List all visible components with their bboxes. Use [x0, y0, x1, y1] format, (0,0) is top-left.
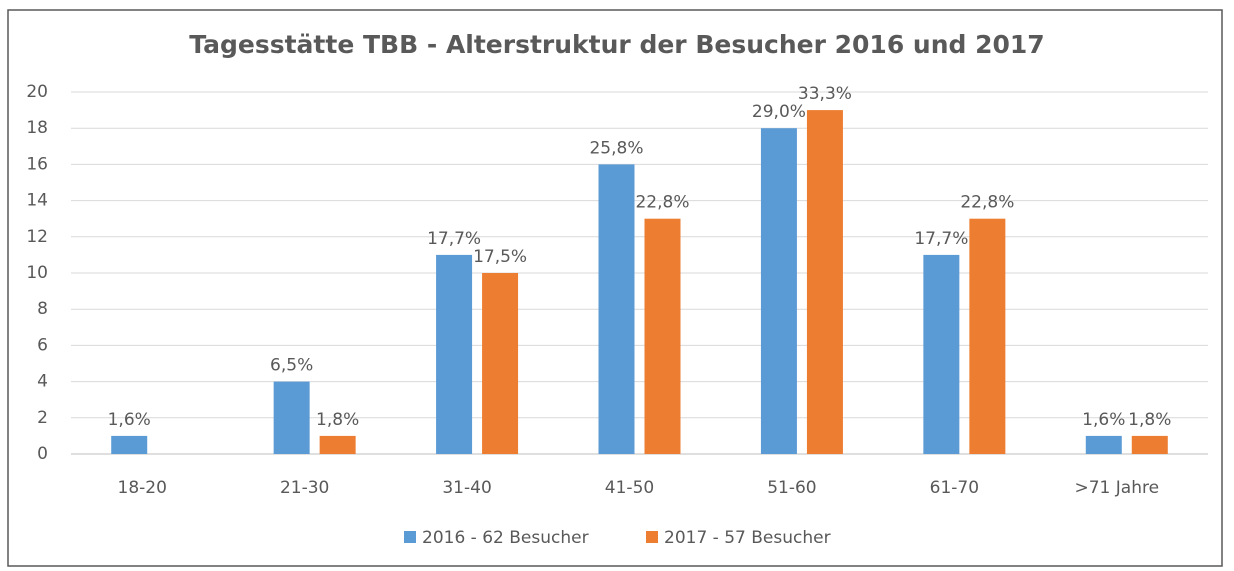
- y-tick-label: 0: [37, 444, 48, 464]
- x-tick-label: 21-30: [280, 478, 329, 498]
- y-tick-label: 6: [37, 335, 48, 355]
- data-label: 22,8%: [960, 193, 1014, 213]
- data-label: 33,3%: [798, 84, 852, 104]
- bar: [273, 381, 310, 454]
- legend-label: 2016 - 62 Besucher: [422, 528, 589, 548]
- bar: [598, 164, 635, 454]
- bar: [760, 128, 797, 454]
- data-label: 17,7%: [914, 229, 968, 249]
- bar: [806, 110, 843, 454]
- data-label: 1,6%: [108, 410, 151, 430]
- data-label: 6,5%: [270, 356, 313, 376]
- bar: [111, 435, 148, 454]
- x-tick-label: 18-20: [118, 478, 167, 498]
- x-tick-label: >71 Jahre: [1075, 478, 1160, 498]
- y-tick-label: 10: [26, 263, 48, 283]
- bar: [969, 218, 1006, 454]
- y-tick-label: 8: [37, 299, 48, 319]
- data-label: 17,7%: [427, 229, 481, 249]
- data-label: 25,8%: [589, 138, 643, 158]
- x-tick-label: 61-70: [930, 478, 979, 498]
- y-tick-label: 20: [26, 82, 48, 102]
- data-label: 1,8%: [1128, 410, 1171, 430]
- data-label: 29,0%: [752, 102, 806, 122]
- bar: [1085, 435, 1122, 454]
- bar: [1131, 435, 1168, 454]
- bar: [319, 435, 356, 454]
- data-label: 1,6%: [1082, 410, 1125, 430]
- bar: [923, 254, 960, 454]
- x-tick-label: 41-50: [605, 478, 654, 498]
- legend-label: 2017 - 57 Besucher: [664, 528, 831, 548]
- legend-swatch: [404, 531, 416, 543]
- y-tick-label: 4: [37, 372, 48, 392]
- y-tick-label: 12: [26, 227, 48, 247]
- bar: [482, 273, 519, 454]
- y-tick-label: 14: [26, 191, 48, 211]
- data-label: 17,5%: [473, 247, 527, 267]
- y-tick-label: 18: [26, 118, 48, 138]
- bar: [436, 254, 473, 454]
- chart-title: Tagesstätte TBB - Alterstruktur der Besu…: [189, 30, 1044, 59]
- x-tick-label: 51-60: [767, 478, 816, 498]
- legend-swatch: [646, 531, 658, 543]
- data-label: 22,8%: [635, 193, 689, 213]
- y-tick-label: 2: [37, 408, 48, 428]
- y-tick-label: 16: [26, 154, 48, 174]
- bar: [644, 218, 681, 454]
- x-tick-label: 31-40: [442, 478, 491, 498]
- data-label: 1,8%: [316, 410, 359, 430]
